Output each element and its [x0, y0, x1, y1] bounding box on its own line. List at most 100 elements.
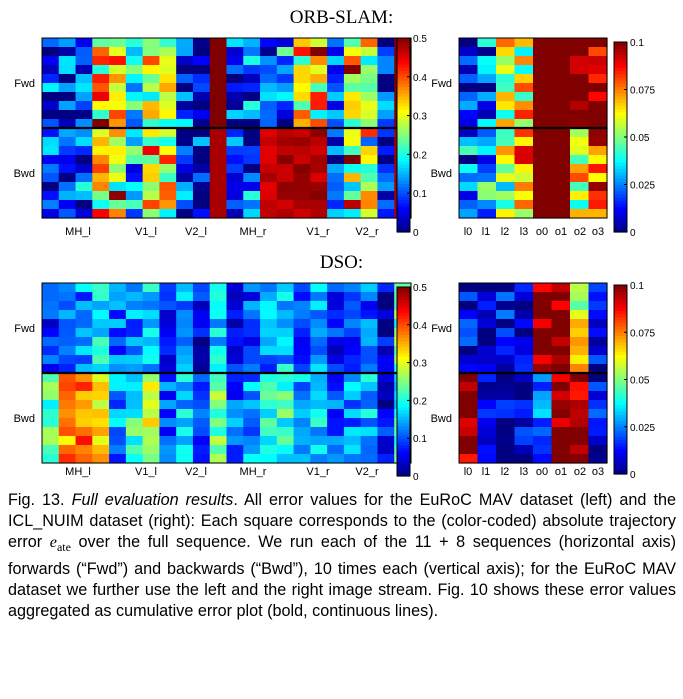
- heatmap-cell: [75, 409, 93, 419]
- heatmap-cell: [276, 65, 295, 75]
- heatmap-cell: [142, 74, 161, 84]
- colorbar-tick-label: 0.2: [413, 150, 427, 161]
- heatmap-cell: [42, 164, 60, 174]
- heatmap-cell: [496, 409, 516, 419]
- colorbar-segment: [614, 307, 627, 311]
- heatmap-cell: [293, 83, 311, 93]
- heatmap-cell: [260, 301, 278, 311]
- colorbar-segment: [614, 341, 627, 346]
- heatmap-cell: [176, 119, 194, 129]
- heatmap-cell: [226, 454, 244, 464]
- heatmap-cell: [588, 445, 608, 455]
- x-tick-label: l3: [520, 466, 529, 478]
- heatmap-cell: [159, 283, 177, 293]
- colorbar-tick-label: 0.5: [413, 34, 427, 45]
- colorbar-segment: [397, 397, 410, 401]
- heatmap-cell: [125, 382, 144, 392]
- heatmap-cell: [514, 56, 534, 66]
- heatmap-cell: [360, 346, 379, 356]
- colorbar-segment: [397, 135, 410, 139]
- colorbar-segment: [397, 337, 410, 342]
- heatmap-cell: [327, 319, 345, 329]
- heatmap-cell: [42, 310, 60, 320]
- heatmap-cell: [142, 364, 161, 374]
- heatmap-cell: [159, 65, 177, 75]
- heatmap-cell: [514, 164, 534, 174]
- heatmap-cell: [514, 155, 534, 165]
- heatmap-cell: [142, 200, 161, 210]
- heatmap-cell: [360, 292, 379, 302]
- heatmap-cell: [226, 409, 244, 419]
- heatmap-cell: [343, 454, 362, 464]
- heatmap-cell: [310, 301, 328, 311]
- heatmap-cell: [260, 146, 278, 156]
- heatmap-cell: [75, 328, 93, 338]
- heatmap-cell: [209, 191, 228, 201]
- heatmap-cell: [226, 418, 244, 428]
- row-label-bwd: Bwd: [431, 413, 452, 425]
- heatmap-cell: [570, 74, 590, 84]
- heatmap-cell: [192, 101, 211, 111]
- colorbar-segment: [614, 130, 627, 135]
- heatmap-cell: [276, 164, 295, 174]
- heatmap-cell: [360, 301, 379, 311]
- heatmap-cell: [459, 173, 479, 183]
- colorbar-segment: [614, 420, 627, 425]
- heatmap-cell: [243, 409, 261, 419]
- heatmap-cell: [514, 83, 534, 93]
- colorbar-segment: [397, 447, 410, 452]
- heatmap-cell: [243, 200, 261, 210]
- colorbar-segment: [614, 162, 627, 167]
- heatmap-cell: [570, 454, 590, 464]
- heatmap-cell: [226, 427, 244, 437]
- heatmap-cell: [496, 292, 516, 302]
- colorbar-tick-label: 0.05: [630, 133, 650, 144]
- heatmap-cell: [243, 164, 261, 174]
- heatmap-cell: [176, 137, 194, 147]
- colorbar-segment: [614, 225, 627, 230]
- heatmap-cell: [343, 47, 362, 57]
- heatmap-cell: [276, 382, 295, 392]
- x-tick-label: V2_r: [355, 226, 379, 238]
- heatmap-cell: [477, 146, 497, 156]
- heatmap-cell: [570, 38, 590, 48]
- colorbar-segment: [397, 435, 410, 439]
- heatmap-cell: [477, 364, 497, 374]
- colorbar-segment: [397, 173, 410, 178]
- heatmap-cell: [310, 173, 328, 183]
- colorbar-segment: [614, 303, 627, 308]
- colorbar-segment: [397, 105, 410, 110]
- heatmap-cell: [459, 146, 479, 156]
- heatmap-cell: [377, 337, 395, 347]
- heatmap-cell: [496, 38, 516, 48]
- heatmap-cell: [551, 101, 571, 111]
- heatmap-cell: [142, 292, 161, 302]
- heatmap-cell: [192, 418, 211, 428]
- heatmap-cell: [514, 173, 534, 183]
- colorbar-segment: [397, 125, 410, 130]
- heatmap-cell: [109, 364, 127, 374]
- heatmap-cell: [514, 391, 534, 401]
- heatmap-cell: [209, 355, 228, 365]
- colorbar-segment: [614, 108, 627, 113]
- heatmap-cell: [92, 364, 110, 374]
- heatmap-cell: [533, 445, 553, 455]
- heatmap-cell: [176, 328, 194, 338]
- heatmap-cell: [159, 155, 177, 165]
- heatmap-cell: [327, 65, 345, 75]
- heatmap-cell: [459, 355, 479, 365]
- heatmap-cell: [496, 146, 516, 156]
- heatmap-cell: [209, 110, 228, 120]
- heatmap-cell: [327, 56, 345, 66]
- heatmap-cell: [293, 418, 311, 428]
- heatmap-cell: [551, 418, 571, 428]
- heatmap-cell: [327, 101, 345, 111]
- heatmap-cell: [192, 409, 211, 419]
- heatmap-cell: [159, 146, 177, 156]
- heatmap-cell: [142, 391, 161, 401]
- heatmap-cell: [533, 364, 553, 374]
- heatmap-cell: [377, 319, 395, 329]
- heatmap-cell: [42, 128, 60, 138]
- heatmap-cell: [570, 283, 590, 293]
- heatmap-cell: [42, 373, 60, 383]
